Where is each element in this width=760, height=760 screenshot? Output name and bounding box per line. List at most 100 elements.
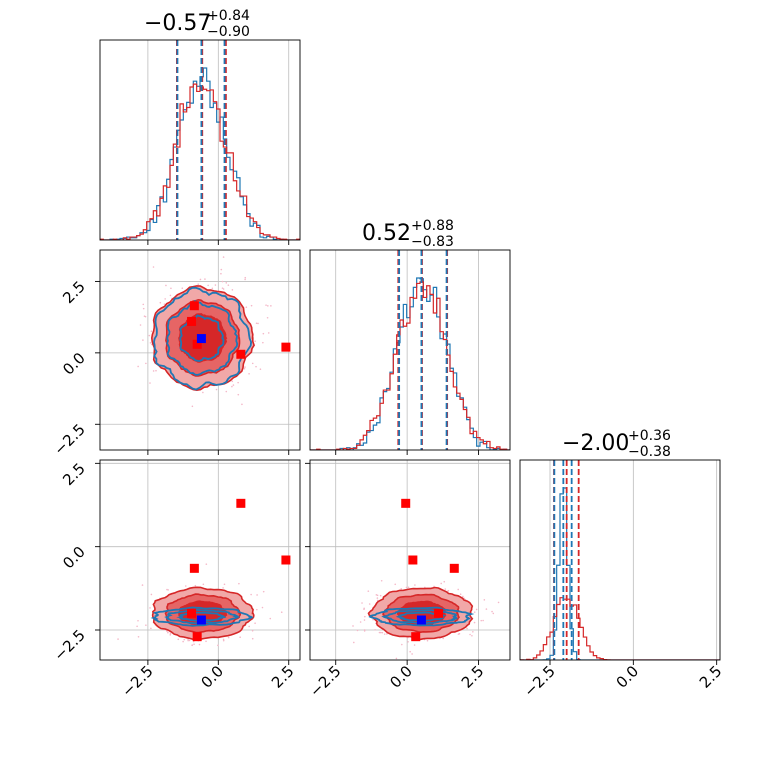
- sample-point: [166, 588, 168, 591]
- sample-point: [261, 606, 264, 609]
- sample-point: [405, 586, 408, 589]
- sample-point: [220, 268, 223, 271]
- tick-label: −2.5: [520, 662, 558, 700]
- panel-frame: [99, 249, 301, 451]
- sample-point: [407, 640, 409, 643]
- sample-point: [379, 594, 382, 597]
- sample-point: [250, 304, 253, 307]
- sample-point: [227, 284, 230, 286]
- sample-point: [480, 619, 483, 622]
- tick-label: 2.5: [268, 662, 298, 692]
- sample-point: [150, 593, 153, 596]
- panel-hist-p0: [99, 39, 301, 245]
- sample-point: [386, 633, 388, 635]
- panel-hist-p2: [519, 459, 721, 665]
- sample-point: [395, 657, 398, 660]
- histogram-blue: [520, 487, 720, 660]
- sample-point: [407, 586, 410, 589]
- sample-point: [259, 368, 262, 371]
- sample-point: [222, 587, 224, 589]
- sample-point: [239, 636, 241, 638]
- sample-point: [183, 638, 186, 641]
- sample-point: [137, 635, 140, 638]
- sample-point: [136, 625, 138, 628]
- sample-point: [184, 585, 187, 587]
- histogram-red: [520, 597, 720, 660]
- truth-marker-red: [236, 498, 246, 508]
- tick-label: 0.0: [613, 662, 643, 692]
- sample-point: [497, 601, 500, 604]
- sample-point: [363, 630, 366, 632]
- sample-point: [411, 653, 413, 655]
- sample-point: [241, 403, 243, 406]
- sample-point: [142, 307, 145, 310]
- sample-point: [466, 627, 468, 630]
- truth-marker-red: [192, 632, 202, 642]
- sample-point: [409, 650, 411, 653]
- sample-point: [166, 630, 168, 633]
- panel-2d-p0-p2: [95, 459, 301, 665]
- truth-marker-red: [281, 555, 291, 565]
- sample-point: [458, 632, 461, 635]
- sample-point: [267, 332, 270, 334]
- sample-point: [364, 615, 366, 618]
- sample-point: [237, 381, 239, 384]
- sample-point: [251, 629, 254, 632]
- tick-label: −2.5: [118, 662, 156, 700]
- sample-point: [491, 610, 493, 613]
- sample-point: [223, 583, 226, 586]
- sample-point: [257, 322, 259, 325]
- sample-point: [141, 584, 144, 586]
- sample-point: [202, 583, 205, 586]
- histogram-red: [100, 83, 300, 240]
- sample-point: [472, 630, 474, 633]
- sample-point: [442, 637, 444, 640]
- sample-point: [221, 280, 224, 283]
- title-p0-value: −0.57: [144, 11, 211, 36]
- sample-point: [262, 341, 264, 344]
- sample-point: [473, 611, 476, 613]
- sample-point: [188, 639, 191, 642]
- tick-label: 2.5: [59, 459, 89, 489]
- sample-point: [262, 590, 265, 593]
- sample-point: [197, 283, 200, 286]
- truth-marker-red: [449, 563, 459, 573]
- sample-point: [248, 625, 250, 628]
- sample-point: [205, 640, 207, 643]
- sample-point: [383, 633, 386, 635]
- sample-point: [182, 640, 184, 643]
- sample-point: [378, 631, 381, 634]
- sample-point: [483, 599, 486, 601]
- sample-point: [163, 303, 166, 305]
- sample-point: [152, 266, 155, 268]
- sample-point: [225, 390, 228, 393]
- sample-point: [232, 384, 235, 386]
- sample-point: [361, 602, 363, 604]
- histogram-blue: [100, 67, 300, 240]
- truth-marker-red: [236, 349, 246, 359]
- sample-point: [381, 631, 384, 634]
- sample-point: [352, 625, 354, 627]
- sample-point: [363, 619, 366, 621]
- tick-label: 0.0: [59, 543, 89, 573]
- sample-point: [363, 608, 365, 610]
- truth-marker-red: [192, 339, 202, 349]
- sample-point: [220, 272, 222, 275]
- truth-marker-red: [281, 342, 291, 352]
- sample-point: [199, 278, 202, 281]
- histogram-red: [310, 281, 510, 450]
- blue-contour-2: [164, 608, 241, 625]
- blue-contour-3: [395, 611, 447, 622]
- sample-point: [222, 288, 225, 290]
- sample-point: [149, 382, 151, 384]
- sample-point: [222, 256, 225, 258]
- sample-point: [414, 584, 416, 586]
- sample-point: [222, 638, 225, 641]
- sample-point: [191, 405, 194, 408]
- sample-point: [471, 634, 473, 637]
- sample-point: [374, 628, 376, 631]
- sample-point: [117, 638, 119, 640]
- sample-point: [267, 305, 269, 307]
- sample-point: [167, 589, 169, 591]
